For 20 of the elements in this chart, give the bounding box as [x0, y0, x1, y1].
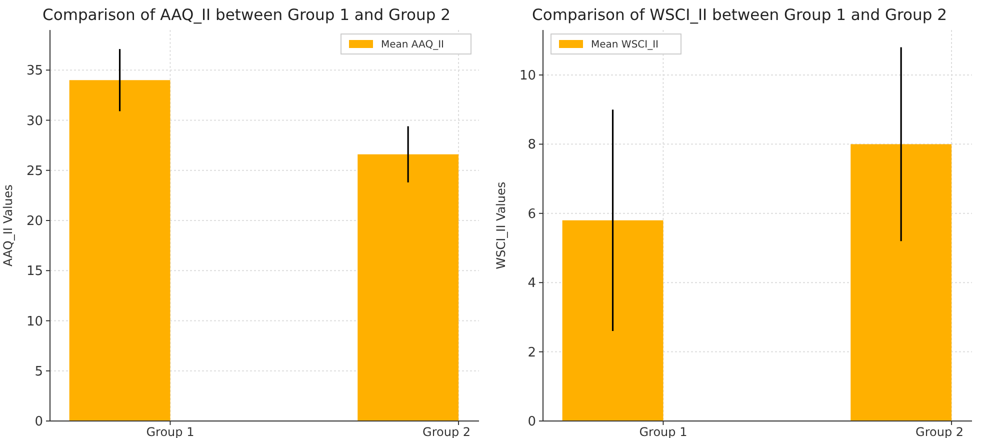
y-tick-label: 25: [26, 164, 43, 179]
y-tick-label: 35: [26, 64, 43, 79]
y-tick-label: 2: [528, 345, 536, 360]
y-tick-label: 15: [26, 264, 43, 280]
chart-title: Comparison of AAQ_II between Group 1 and Group 2: [42, 6, 450, 24]
legend-label: Mean WSCI_II: [591, 40, 658, 50]
y-axis-title: AAQ_II Values: [1, 184, 15, 267]
y-axis-title: WSCI_II Values: [494, 182, 508, 270]
y-tick-label: 10: [26, 314, 43, 330]
chart-title: Comparison of WSCI_II between Group 1 and Group 2: [532, 6, 947, 24]
y-tick-label: 10: [519, 68, 536, 84]
y-tick-label: 0: [528, 414, 536, 430]
y-tick-label: 6: [528, 206, 536, 222]
y-tick-label: 0: [34, 414, 43, 430]
y-tick-label: 5: [34, 364, 43, 380]
legend-label: Mean AAQ_II: [381, 40, 444, 50]
y-tick-label: 20: [26, 214, 43, 230]
y-tick-label: 4: [528, 276, 536, 292]
y-tick-label: 8: [528, 138, 536, 153]
y-tick-label: 30: [26, 114, 43, 129]
